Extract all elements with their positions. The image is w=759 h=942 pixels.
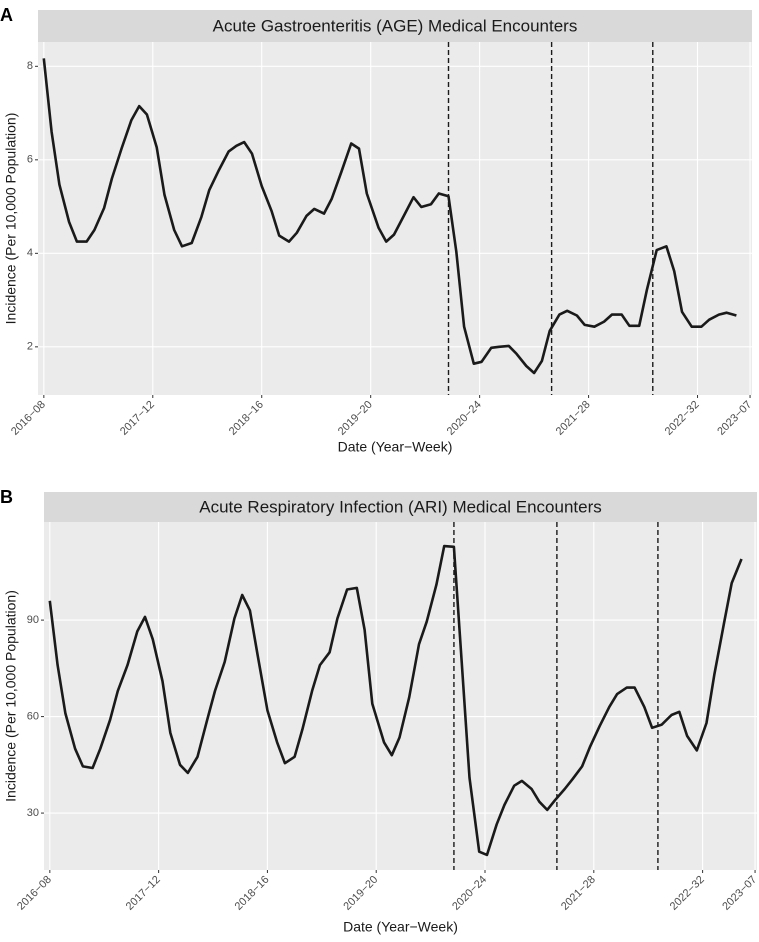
x-tick-label: 2018−16 (233, 874, 272, 913)
y-tick-label: 30 (27, 807, 39, 819)
x-tick-label: 2016−08 (9, 399, 48, 438)
strip (44, 492, 757, 522)
panel-label: A (0, 5, 13, 25)
x-tick-label: 2020−24 (445, 399, 484, 438)
y-tick-label: 6 (27, 154, 33, 166)
data-line (42, 58, 737, 375)
x-tick-label: 2016−08 (15, 874, 54, 913)
plot-background (44, 522, 757, 870)
y-axis-label: Incidence (Per 10,000 Population) (3, 590, 19, 802)
x-tick-label: 2022−32 (663, 399, 702, 438)
panel-label: B (0, 487, 13, 507)
plot-background (38, 42, 752, 395)
y-axis-label: Incidence (Per 10,000 Population) (3, 113, 19, 325)
x-tick-label: 2017−12 (124, 874, 163, 913)
x-tick-label: 2019−20 (341, 874, 380, 913)
strip (38, 10, 752, 42)
x-tick-label: 2021−28 (554, 399, 593, 438)
y-tick-label: 4 (27, 247, 33, 259)
x-tick-label: 2017−12 (118, 399, 157, 438)
x-tick-label: 2023−07 (715, 399, 754, 438)
x-tick-label: 2019−20 (336, 399, 375, 438)
x-axis-label: Date (Year−Week) (338, 439, 453, 455)
chart-title: Acute Gastroenteritis (AGE) Medical Enco… (213, 16, 578, 35)
x-tick-label: 2023−07 (720, 874, 759, 913)
y-tick-label: 60 (27, 710, 39, 722)
x-tick-label: 2018−16 (227, 399, 266, 438)
y-tick-label: 8 (27, 60, 33, 72)
chart-title: Acute Respiratory Infection (ARI) Medica… (199, 497, 602, 516)
x-axis-label: Date (Year−Week) (343, 919, 458, 935)
x-tick-label: 2021−28 (559, 874, 598, 913)
y-tick-label: 90 (27, 614, 39, 626)
data-line (48, 544, 743, 857)
x-tick-label: 2020−24 (450, 874, 489, 913)
x-tick-label: 2022−32 (668, 874, 707, 913)
y-tick-label: 2 (27, 341, 33, 353)
